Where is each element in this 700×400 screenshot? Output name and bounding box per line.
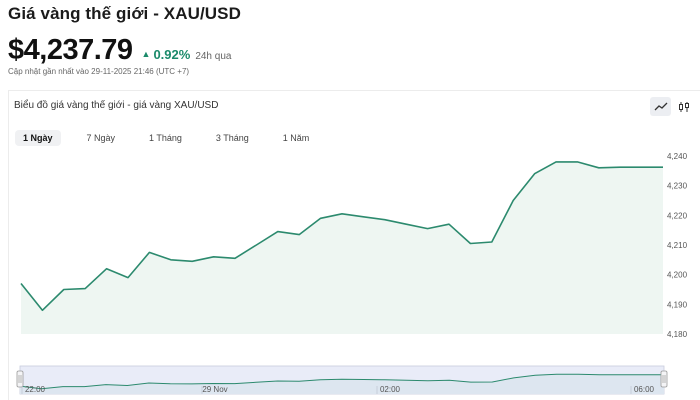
y-tick-label: 4,190 xyxy=(667,300,688,309)
page-title: Giá vàng thế giới - XAU/USD xyxy=(8,4,241,23)
tab-1-day[interactable]: 1 Ngày xyxy=(15,130,61,146)
price-area xyxy=(20,161,664,334)
range-tabs: 1 Ngày 7 Ngày 1 Tháng 3 Tháng 1 Năm xyxy=(15,130,335,146)
navigator-x-label: 02:00 xyxy=(380,385,401,394)
last-updated: Cập nhật gần nhất vào 29-11-2025 21:46 (… xyxy=(8,67,190,76)
change-percent: 0.92% xyxy=(153,47,191,62)
price-change: ▲ 0.92% 24h qua xyxy=(142,47,232,62)
y-tick-label: 4,210 xyxy=(667,241,688,250)
y-tick-label: 4,240 xyxy=(667,152,688,161)
candlestick-button[interactable] xyxy=(673,97,694,116)
current-price: $4,237.79 xyxy=(8,34,133,66)
navigator-line xyxy=(19,373,664,390)
tab-1-year[interactable]: 1 Năm xyxy=(282,133,310,143)
navigator-x-label: 22:00 xyxy=(25,385,46,394)
candlestick-icon xyxy=(678,101,689,112)
chart-card: Biểu đồ giá vàng thế giới - giá vàng XAU… xyxy=(8,90,700,400)
price-row: $4,237.79 ▲ 0.92% 24h qua xyxy=(8,34,231,67)
tab-3-months[interactable]: 3 Tháng xyxy=(215,133,249,143)
range-navigator[interactable]: 22:00 29 Nov 02:00 06:00 xyxy=(16,365,668,395)
navigator-left-handle[interactable] xyxy=(16,370,24,388)
chart-title: Biểu đồ giá vàng thế giới - giá vàng XAU… xyxy=(14,100,219,111)
line-chart-icon xyxy=(654,102,667,110)
y-axis-ticks: 4,240 4,230 4,220 4,210 4,200 4,190 4,180 xyxy=(667,152,688,339)
y-tick-label: 4,230 xyxy=(667,182,688,191)
y-tick-label: 4,200 xyxy=(667,271,688,280)
tab-1-month[interactable]: 1 Tháng xyxy=(149,133,182,143)
navigator-x-label: 06:00 xyxy=(634,385,655,394)
chart-tools xyxy=(650,97,694,116)
navigator-x-label: 29 Nov xyxy=(202,385,227,394)
change-period: 24h qua xyxy=(195,51,232,62)
tab-7-days[interactable]: 7 Ngày xyxy=(86,133,116,143)
price-area-fill xyxy=(21,161,663,334)
y-tick-label: 4,180 xyxy=(667,330,688,339)
line-chart-button[interactable] xyxy=(650,97,671,116)
navigator-right-handle[interactable] xyxy=(660,370,668,388)
up-arrow-icon: ▲ xyxy=(141,49,151,59)
y-tick-label: 4,220 xyxy=(667,211,688,220)
navigator-area xyxy=(20,374,664,394)
